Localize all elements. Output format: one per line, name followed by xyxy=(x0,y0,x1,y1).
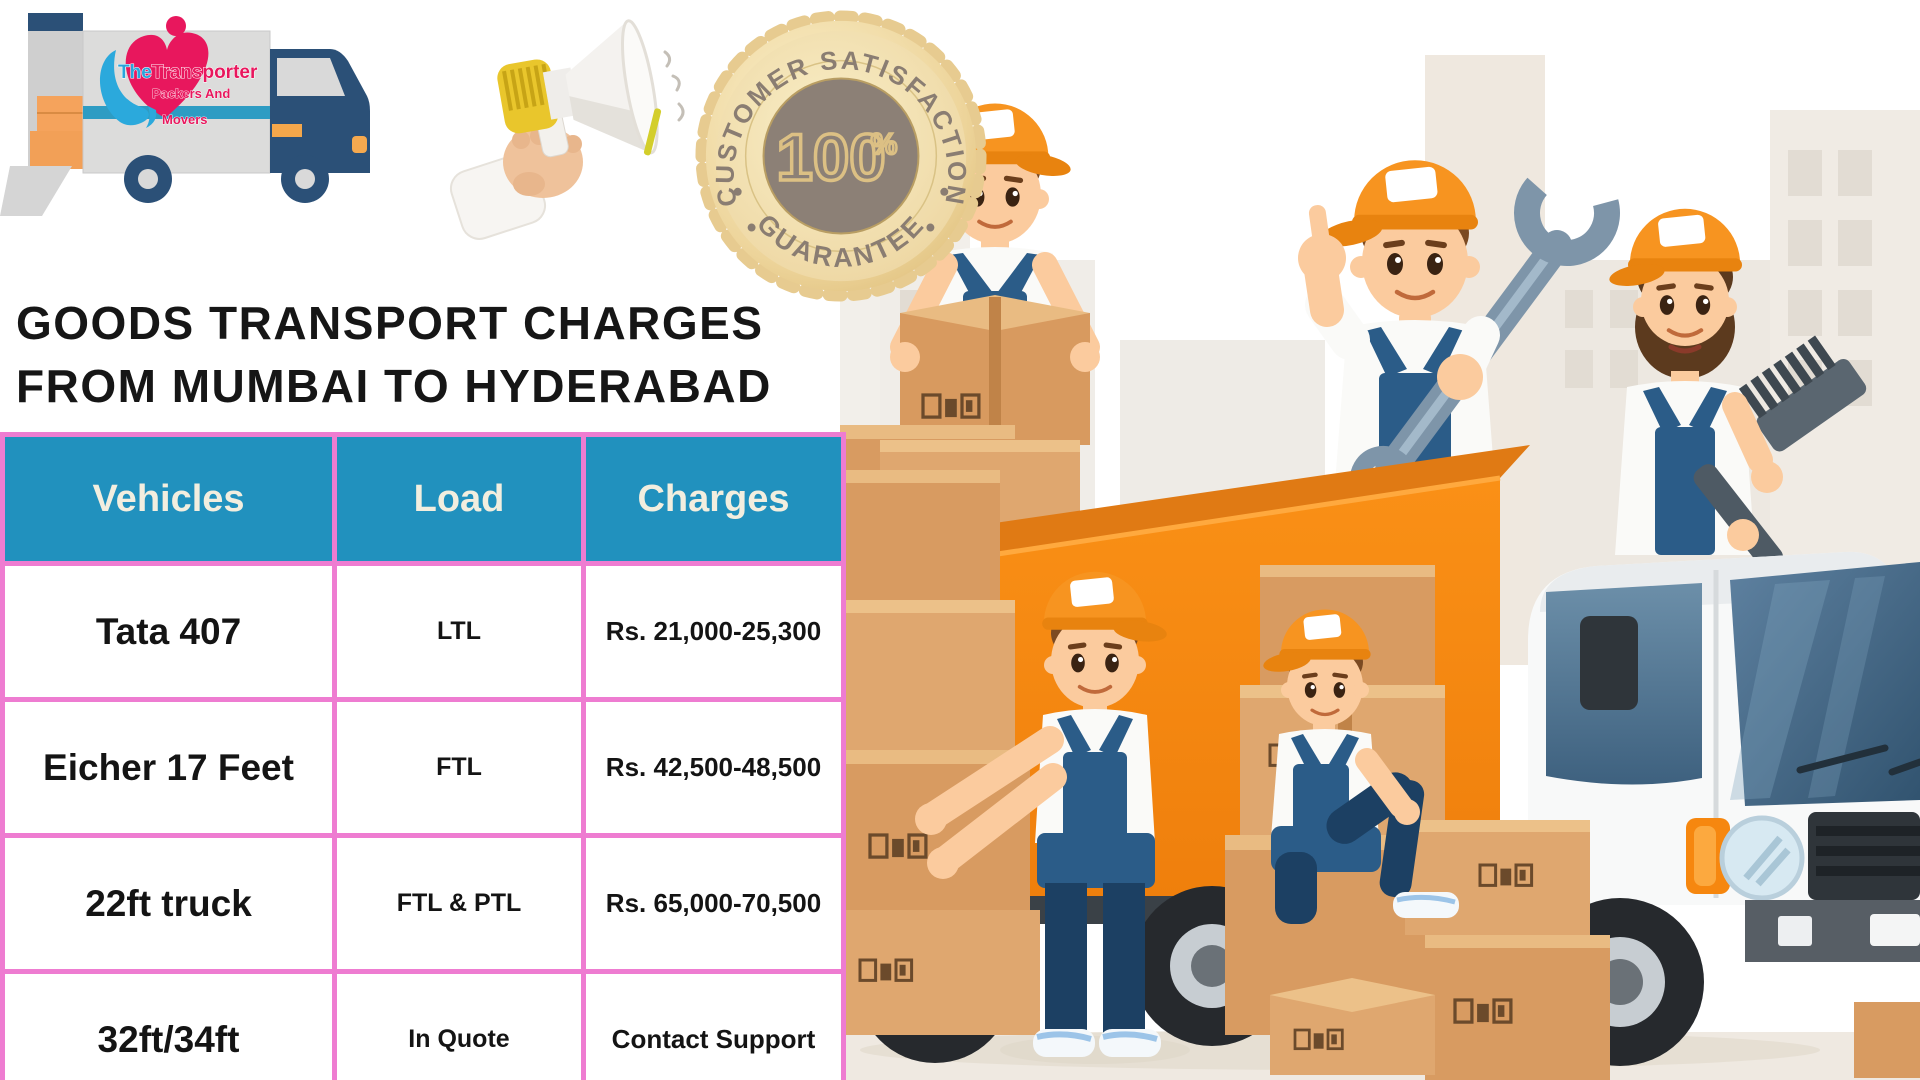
vehicle-cell: 32ft/34ft xyxy=(0,969,337,1080)
brand-logo: TheTransporter Packers And Movers xyxy=(0,13,370,216)
page-title-line1: GOODS TRANSPORT CHARGES xyxy=(16,297,764,349)
vehicle-cell: 22ft truck xyxy=(0,833,337,974)
page-title: GOODS TRANSPORT CHARGES FROM MUMBAI TO H… xyxy=(16,292,772,418)
load-cell: In Quote xyxy=(332,969,586,1080)
charges-cell: Rs. 21,000-25,300 xyxy=(581,561,846,702)
rake-icon xyxy=(1693,335,1867,571)
megaphone-icon xyxy=(449,19,685,240)
logo-heart-icon xyxy=(99,16,209,128)
logo-title: TheTransporter xyxy=(118,62,258,83)
table-header-row: Vehicles Load Charges xyxy=(0,432,846,566)
sound-waves xyxy=(663,50,685,122)
worker-top-left xyxy=(890,103,1100,445)
column-header-charges: Charges xyxy=(581,432,846,566)
load-cell: FTL & PTL xyxy=(332,833,586,974)
charges-table: Vehicles Load Charges Tata 407 LTL Rs. 2… xyxy=(0,432,846,1080)
load-cell: FTL xyxy=(332,697,586,838)
column-header-load: Load xyxy=(332,432,586,566)
logo-subtitle-2: Movers xyxy=(162,112,208,127)
badge-percent: % xyxy=(871,128,898,161)
table-row: Eicher 17 Feet FTL Rs. 42,500-48,500 xyxy=(0,697,846,838)
movers-illustration xyxy=(840,55,1920,1080)
charges-cell: Rs. 42,500-48,500 xyxy=(581,697,846,838)
badge-100: 100 xyxy=(776,121,885,194)
page-title-line2: FROM MUMBAI TO HYDERABAD xyxy=(16,360,772,412)
worker-beard xyxy=(1609,208,1867,571)
worker-standing xyxy=(915,571,1190,1064)
charges-cell: Contact Support xyxy=(581,969,846,1080)
worker-wrench xyxy=(1298,160,1620,512)
vehicle-cell: Eicher 17 Feet xyxy=(0,697,337,838)
table-row: Tata 407 LTL Rs. 21,000-25,300 xyxy=(0,561,846,702)
logo-subtitle: Packers And xyxy=(152,86,230,101)
satisfaction-badge: CUSTOMER SATISFACTION GUARANTEE 100 % xyxy=(695,10,987,302)
column-header-vehicles: Vehicles xyxy=(0,432,337,566)
vehicle-cell: Tata 407 xyxy=(0,561,337,702)
table-row: 32ft/34ft In Quote Contact Support xyxy=(0,969,846,1080)
load-cell: LTL xyxy=(332,561,586,702)
front-small-boxes xyxy=(1270,978,1435,1075)
table-row: 22ft truck FTL & PTL Rs. 65,000-70,500 xyxy=(0,833,846,974)
charges-cell: Rs. 65,000-70,500 xyxy=(581,833,846,974)
worker-sitting xyxy=(1263,609,1459,924)
